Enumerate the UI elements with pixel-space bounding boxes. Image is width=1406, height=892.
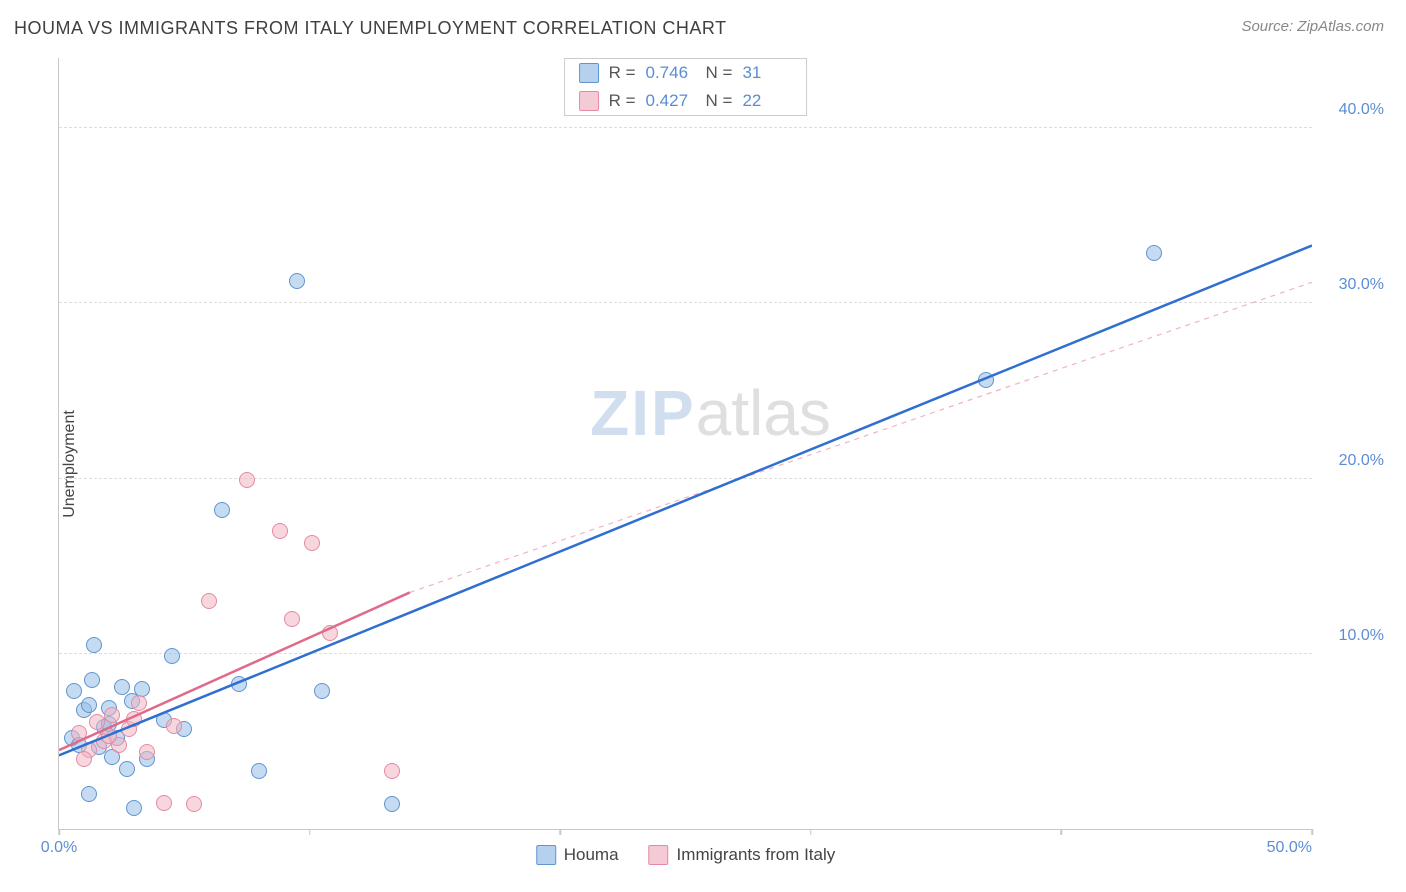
- watermark-zip: ZIP: [590, 377, 696, 449]
- legend-item: Houma: [536, 845, 619, 865]
- scatter-point: [239, 472, 255, 488]
- scatter-point: [304, 535, 320, 551]
- x-tick-label: 0.0%: [41, 839, 77, 857]
- scatter-point: [81, 786, 97, 802]
- y-tick-label: 20.0%: [1320, 452, 1384, 470]
- swatch-blue-icon: [579, 63, 599, 83]
- scatter-point: [186, 796, 202, 812]
- legend-item: Immigrants from Italy: [649, 845, 836, 865]
- series-legend: Houma Immigrants from Italy: [536, 845, 836, 865]
- gridline: [59, 302, 1312, 303]
- scatter-point: [272, 523, 288, 539]
- scatter-point: [71, 725, 87, 741]
- scatter-point: [76, 751, 92, 767]
- y-tick-label: 40.0%: [1320, 101, 1384, 119]
- plot-area: R = 0.746 N = 31 R = 0.427 N = 22 ZIPatl…: [58, 58, 1312, 830]
- x-tick-mark: [58, 829, 60, 835]
- scatter-point: [166, 718, 182, 734]
- scatter-point: [89, 714, 105, 730]
- scatter-point: [104, 707, 120, 723]
- r-value-blue: 0.746: [646, 63, 696, 83]
- scatter-point: [81, 697, 97, 713]
- scatter-point: [164, 648, 180, 664]
- scatter-point: [978, 372, 994, 388]
- legend-label: Houma: [564, 845, 619, 865]
- watermark-atlas: atlas: [696, 377, 831, 449]
- scatter-point: [156, 795, 172, 811]
- scatter-point: [126, 711, 142, 727]
- scatter-point: [139, 744, 155, 760]
- chart-title: HOUMA VS IMMIGRANTS FROM ITALY UNEMPLOYM…: [14, 18, 727, 39]
- stats-row: R = 0.427 N = 22: [565, 87, 807, 115]
- source-label: Source: ZipAtlas.com: [1241, 18, 1384, 35]
- scatter-point: [201, 593, 217, 609]
- scatter-point: [131, 695, 147, 711]
- scatter-point: [66, 683, 82, 699]
- scatter-point: [84, 672, 100, 688]
- n-value-pink: 22: [742, 91, 792, 111]
- x-tick-mark: [309, 829, 311, 835]
- n-label: N =: [706, 91, 733, 111]
- r-label: R =: [609, 63, 636, 83]
- scatter-point: [1146, 245, 1162, 261]
- chart-container: Unemployment R = 0.746 N = 31 R = 0.427 …: [14, 50, 1392, 878]
- legend-label: Immigrants from Italy: [677, 845, 836, 865]
- scatter-point: [86, 637, 102, 653]
- gridline: [59, 127, 1312, 128]
- scatter-point: [284, 611, 300, 627]
- n-value-blue: 31: [742, 63, 792, 83]
- y-tick-label: 30.0%: [1320, 276, 1384, 294]
- scatter-point: [214, 502, 230, 518]
- r-value-pink: 0.427: [646, 91, 696, 111]
- x-tick-mark: [1311, 829, 1313, 835]
- swatch-blue-icon: [536, 845, 556, 865]
- n-label: N =: [706, 63, 733, 83]
- scatter-point: [101, 728, 117, 744]
- trend-lines: [59, 58, 1312, 829]
- scatter-point: [126, 800, 142, 816]
- x-tick-mark: [810, 829, 812, 835]
- scatter-point: [384, 763, 400, 779]
- swatch-pink-icon: [579, 91, 599, 111]
- scatter-point: [119, 761, 135, 777]
- scatter-point: [231, 676, 247, 692]
- scatter-point: [384, 796, 400, 812]
- r-label: R =: [609, 91, 636, 111]
- scatter-point: [322, 625, 338, 641]
- swatch-pink-icon: [649, 845, 669, 865]
- scatter-point: [289, 273, 305, 289]
- scatter-point: [314, 683, 330, 699]
- scatter-point: [114, 679, 130, 695]
- x-tick-mark: [559, 829, 561, 835]
- watermark: ZIPatlas: [590, 376, 831, 450]
- scatter-point: [251, 763, 267, 779]
- stats-legend: R = 0.746 N = 31 R = 0.427 N = 22: [564, 58, 808, 116]
- stats-row: R = 0.746 N = 31: [565, 59, 807, 87]
- x-tick-mark: [1061, 829, 1063, 835]
- x-tick-label: 50.0%: [1267, 839, 1312, 857]
- gridline: [59, 653, 1312, 654]
- y-tick-label: 10.0%: [1320, 627, 1384, 645]
